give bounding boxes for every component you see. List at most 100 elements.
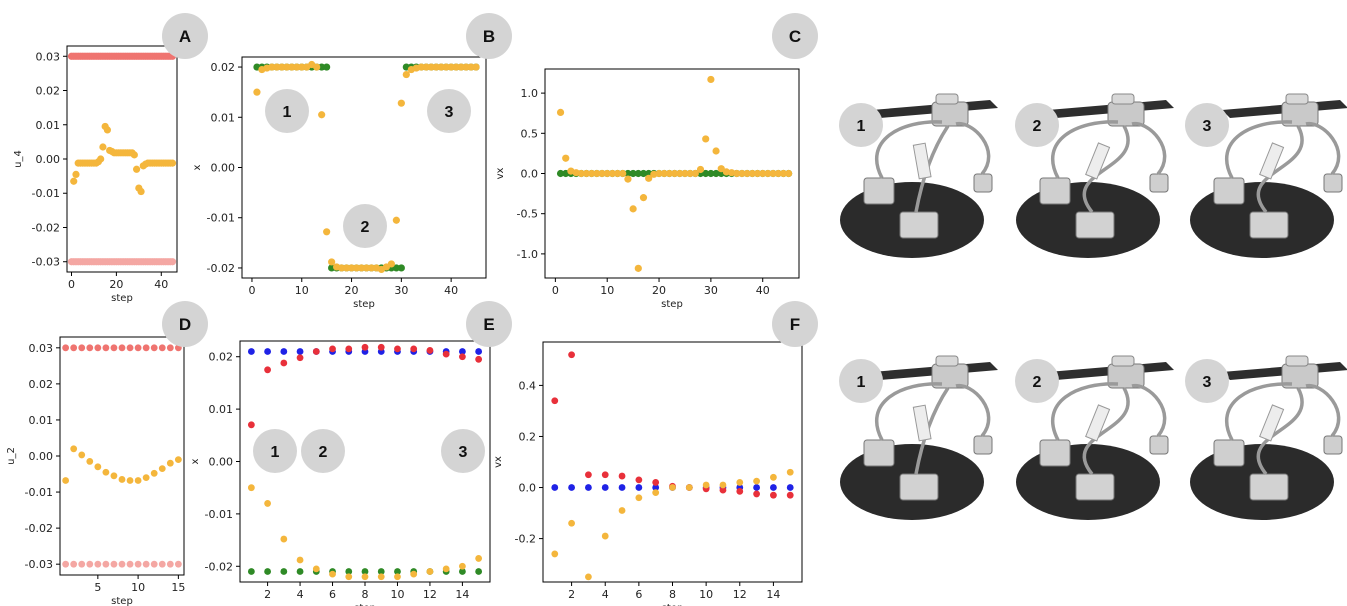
y-tick-label: 0.00 <box>29 450 54 463</box>
marker-E-2: 2 <box>301 429 345 473</box>
badge-circle <box>162 301 208 347</box>
data-point <box>94 560 102 568</box>
series-orange <box>253 60 480 274</box>
y-tick-label: 0.5 <box>521 127 539 140</box>
data-point <box>702 169 710 178</box>
series-orange <box>556 75 793 272</box>
data-point <box>670 169 679 178</box>
data-point <box>624 175 632 183</box>
data-point <box>717 165 725 173</box>
front-motor <box>899 473 939 501</box>
x-tick-label: 12 <box>733 588 747 601</box>
link-left <box>1224 382 1293 441</box>
data-point <box>329 570 336 578</box>
link-left <box>1224 120 1293 179</box>
data-point <box>603 169 611 178</box>
badge-circle <box>839 103 883 147</box>
badge-circle <box>466 13 512 59</box>
data-point <box>174 560 182 568</box>
data-point <box>585 573 592 581</box>
badge-circle <box>1185 103 1229 147</box>
data-point <box>759 169 767 178</box>
link-right <box>1305 122 1341 176</box>
x-tick-label: 2 <box>264 588 271 601</box>
badges-layer: A B C D E F 1 2 3 1 2 3 1 2 3 1 2 3 <box>162 13 1229 473</box>
data-point <box>608 169 616 178</box>
badge-circle <box>772 301 818 347</box>
y-tick-label: -0.01 <box>25 486 53 499</box>
front-motor <box>1249 473 1289 501</box>
x-tick-label: 40 <box>154 278 168 291</box>
y-tick-label: -0.03 <box>25 558 53 571</box>
data-point <box>264 348 271 355</box>
data-point <box>736 479 744 486</box>
panel-badge-C: C <box>772 13 818 59</box>
data-point <box>743 169 751 178</box>
badge-circle <box>162 13 208 59</box>
data-point <box>126 344 134 352</box>
data-point <box>110 472 118 480</box>
badge-label: 1 <box>857 118 866 135</box>
data-point <box>645 174 653 182</box>
x-axis-label: step <box>661 299 683 310</box>
data-point <box>323 63 331 71</box>
data-point <box>394 568 401 575</box>
x-tick-label: 2 <box>568 588 575 601</box>
data-point <box>568 484 575 491</box>
data-point <box>665 169 674 178</box>
data-point <box>635 476 643 484</box>
robot-top-badge-1: 1 <box>839 103 883 147</box>
link-left <box>874 120 943 179</box>
data-point <box>150 560 158 568</box>
end-effector <box>1085 142 1111 180</box>
data-point <box>150 469 158 477</box>
data-point <box>247 568 255 575</box>
top-motor-cap <box>935 93 959 105</box>
axes-frame <box>66 45 178 273</box>
data-point <box>296 348 304 355</box>
data-point <box>78 451 86 459</box>
data-point <box>660 169 668 178</box>
series-salmon <box>62 344 182 352</box>
marker-E-1: 1 <box>253 429 297 473</box>
left-motor <box>1039 177 1071 205</box>
robot-bottom-badge-2: 2 <box>1015 359 1059 403</box>
end-effector <box>1259 404 1285 442</box>
data-point <box>472 63 480 71</box>
y-tick-label: 0.02 <box>209 351 234 364</box>
data-point <box>296 354 304 362</box>
y-axis-label: u_2 <box>6 447 17 465</box>
data-point <box>118 476 126 483</box>
data-point <box>280 359 288 367</box>
panel-D: 5 10 15 -0.03 -0.02 -0.01 0.00 0.01 0.02 0.03 step… <box>6 336 185 606</box>
y-tick-label: -0.02 <box>207 262 235 275</box>
data-point <box>426 568 434 575</box>
badge-circle <box>839 359 883 403</box>
data-point <box>588 169 596 178</box>
data-point <box>601 532 609 540</box>
y-axis-label: vx <box>493 456 504 468</box>
data-point <box>691 169 699 178</box>
x-tick-label: 15 <box>171 581 185 594</box>
data-point <box>62 477 70 484</box>
data-point <box>134 344 142 352</box>
data-point <box>459 353 466 361</box>
data-point <box>361 568 369 575</box>
data-point <box>97 155 105 163</box>
data-point <box>748 169 756 178</box>
y-tick-label: 0.01 <box>211 111 236 124</box>
data-point <box>318 63 326 71</box>
y-tick-label: 0.4 <box>519 379 537 392</box>
badge-label: 3 <box>1203 118 1212 135</box>
data-point <box>118 560 126 568</box>
data-point <box>298 63 306 71</box>
data-point <box>432 63 440 71</box>
data-point <box>134 477 142 484</box>
data-point <box>635 484 643 491</box>
x-tick-label: 0 <box>248 284 255 297</box>
data-point <box>719 481 727 489</box>
data-point <box>273 63 281 71</box>
badge-label: 1 <box>271 444 280 461</box>
badge-label: F <box>790 315 800 334</box>
top-motor-cap <box>1285 93 1309 105</box>
